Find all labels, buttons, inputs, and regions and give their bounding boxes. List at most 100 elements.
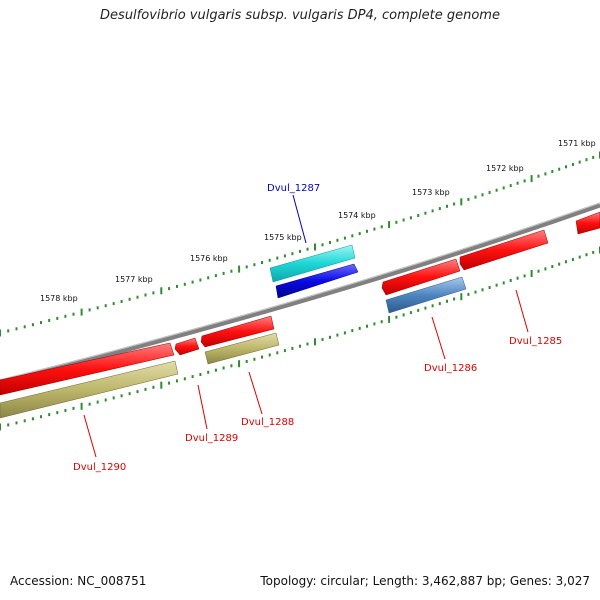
outer-minor-tick (516, 181, 519, 185)
gene-label-dvul-1289[interactable]: Dvul_1289 (185, 433, 238, 444)
outer-minor-tick (329, 241, 331, 244)
inner-minor-tick (336, 333, 339, 337)
inner-minor-tick (424, 306, 427, 310)
outer-minor-tick (56, 316, 59, 320)
gene-dvul-1287-cyan-feature[interactable] (269, 244, 356, 283)
outer-minor-tick (136, 295, 139, 299)
outer-minor-tick (183, 282, 186, 286)
tick-label-1571: 1571 kbp (558, 139, 596, 148)
inner-minor-tick (474, 290, 477, 294)
gene-dvul-1287[interactable] (275, 263, 359, 299)
outer-minor-tick (321, 243, 324, 247)
gene-arrow-right-edge[interactable] (575, 211, 600, 235)
inner-minor-tick (261, 355, 263, 359)
inner-minor-tick (128, 392, 131, 396)
outer-minor-tick (523, 179, 526, 183)
leader-line-dvul-1287 (292, 194, 307, 244)
outer-major-tick (80, 308, 83, 316)
inner-minor-tick (578, 255, 581, 259)
outer-minor-tick (502, 186, 505, 190)
inner-major-tick (388, 315, 391, 323)
inner-minor-tick (253, 357, 256, 361)
outer-minor-tick (558, 167, 561, 171)
outer-minor-tick (64, 314, 67, 318)
gene-dvul-1289[interactable] (174, 337, 200, 356)
inner-minor-tick (104, 398, 107, 402)
gene-label-dvul-1290[interactable]: Dvul_1290 (73, 462, 126, 473)
gene-dvul-1288-olive-feature[interactable] (204, 332, 280, 365)
outer-minor-tick (474, 195, 477, 199)
outer-minor-tick (592, 155, 595, 159)
inner-minor-tick (48, 413, 51, 417)
inner-minor-tick (488, 286, 491, 289)
gene-dvul-1290[interactable] (0, 342, 175, 396)
outer-minor-tick (128, 297, 131, 301)
outer-major-tick (160, 287, 163, 295)
gene-dvul-1285[interactable] (459, 229, 549, 271)
outer-minor-tick (199, 278, 202, 282)
inner-minor-tick (438, 302, 441, 306)
outer-minor-tick (488, 191, 491, 194)
inner-minor-tick (56, 411, 59, 415)
gene-dvul-1288[interactable] (200, 315, 275, 348)
gene-dvul-1286-steel-feature[interactable] (385, 276, 467, 314)
leader-line-dvul-1286 (431, 316, 446, 360)
outer-minor-tick (48, 319, 51, 322)
outer-minor-tick (509, 184, 512, 188)
inner-minor-tick (214, 368, 217, 372)
outer-minor-tick (191, 280, 194, 284)
inner-minor-tick (245, 360, 248, 363)
outer-minor-tick (446, 204, 448, 208)
outer-minor-tick (112, 302, 115, 306)
gene-dvul-1290-olive-feature[interactable] (0, 360, 179, 419)
gene-label-dvul-1288[interactable]: Dvul_1288 (241, 417, 294, 428)
outer-minor-tick (72, 312, 75, 316)
inner-minor-tick (366, 324, 368, 328)
tick-label-1575: 1575 kbp (264, 233, 302, 242)
outer-minor-tick (537, 174, 540, 178)
inner-minor-tick (509, 279, 512, 282)
inner-minor-tick (207, 370, 210, 374)
outer-minor-tick (268, 258, 271, 262)
tick-label-1577: 1577 kbp (115, 275, 153, 284)
inner-minor-tick (152, 385, 155, 389)
inner-minor-tick (72, 406, 75, 410)
gene-label-dvul-1285[interactable]: Dvul_1285 (509, 336, 562, 347)
outer-minor-tick (424, 211, 427, 215)
outer-minor-tick (214, 274, 217, 278)
inner-minor-tick (191, 375, 194, 379)
inner-minor-tick (373, 322, 376, 326)
inner-major-tick (80, 402, 83, 410)
inner-tick-row (0, 246, 600, 431)
gene-dvul-1286[interactable] (381, 258, 461, 296)
leader-line-dvul-1290 (83, 414, 97, 458)
outer-major-tick (314, 243, 316, 251)
outer-minor-tick (23, 325, 26, 329)
leader-line-dvul-1289 (197, 384, 208, 430)
inner-minor-tick (268, 353, 271, 357)
inner-minor-tick (222, 366, 225, 370)
outer-minor-tick (565, 165, 567, 169)
outer-minor-tick (40, 321, 42, 325)
outer-minor-tick (343, 236, 346, 240)
outer-major-tick (530, 175, 533, 183)
outer-minor-tick (230, 269, 233, 273)
outer-minor-tick (144, 293, 147, 297)
inner-minor-tick (120, 394, 123, 398)
inner-minor-tick (558, 262, 561, 266)
inner-major-tick (160, 381, 163, 389)
gene-label-dvul-1287[interactable]: Dvul_1287 (267, 183, 320, 194)
outer-minor-tick (481, 193, 484, 197)
inner-minor-tick (351, 329, 354, 333)
inner-minor-tick (358, 326, 361, 330)
inner-major-tick (238, 360, 241, 368)
genome-summary-text: Topology: circular; Length: 3,462,887 bp… (260, 574, 590, 588)
inner-minor-tick (299, 344, 301, 348)
inner-minor-tick (523, 274, 526, 278)
outer-minor-tick (152, 291, 155, 295)
inner-minor-tick (112, 396, 115, 400)
inner-minor-tick (144, 387, 147, 391)
inner-minor-tick (291, 346, 294, 350)
inner-minor-tick (64, 409, 67, 412)
gene-label-dvul-1286[interactable]: Dvul_1286 (424, 363, 477, 374)
